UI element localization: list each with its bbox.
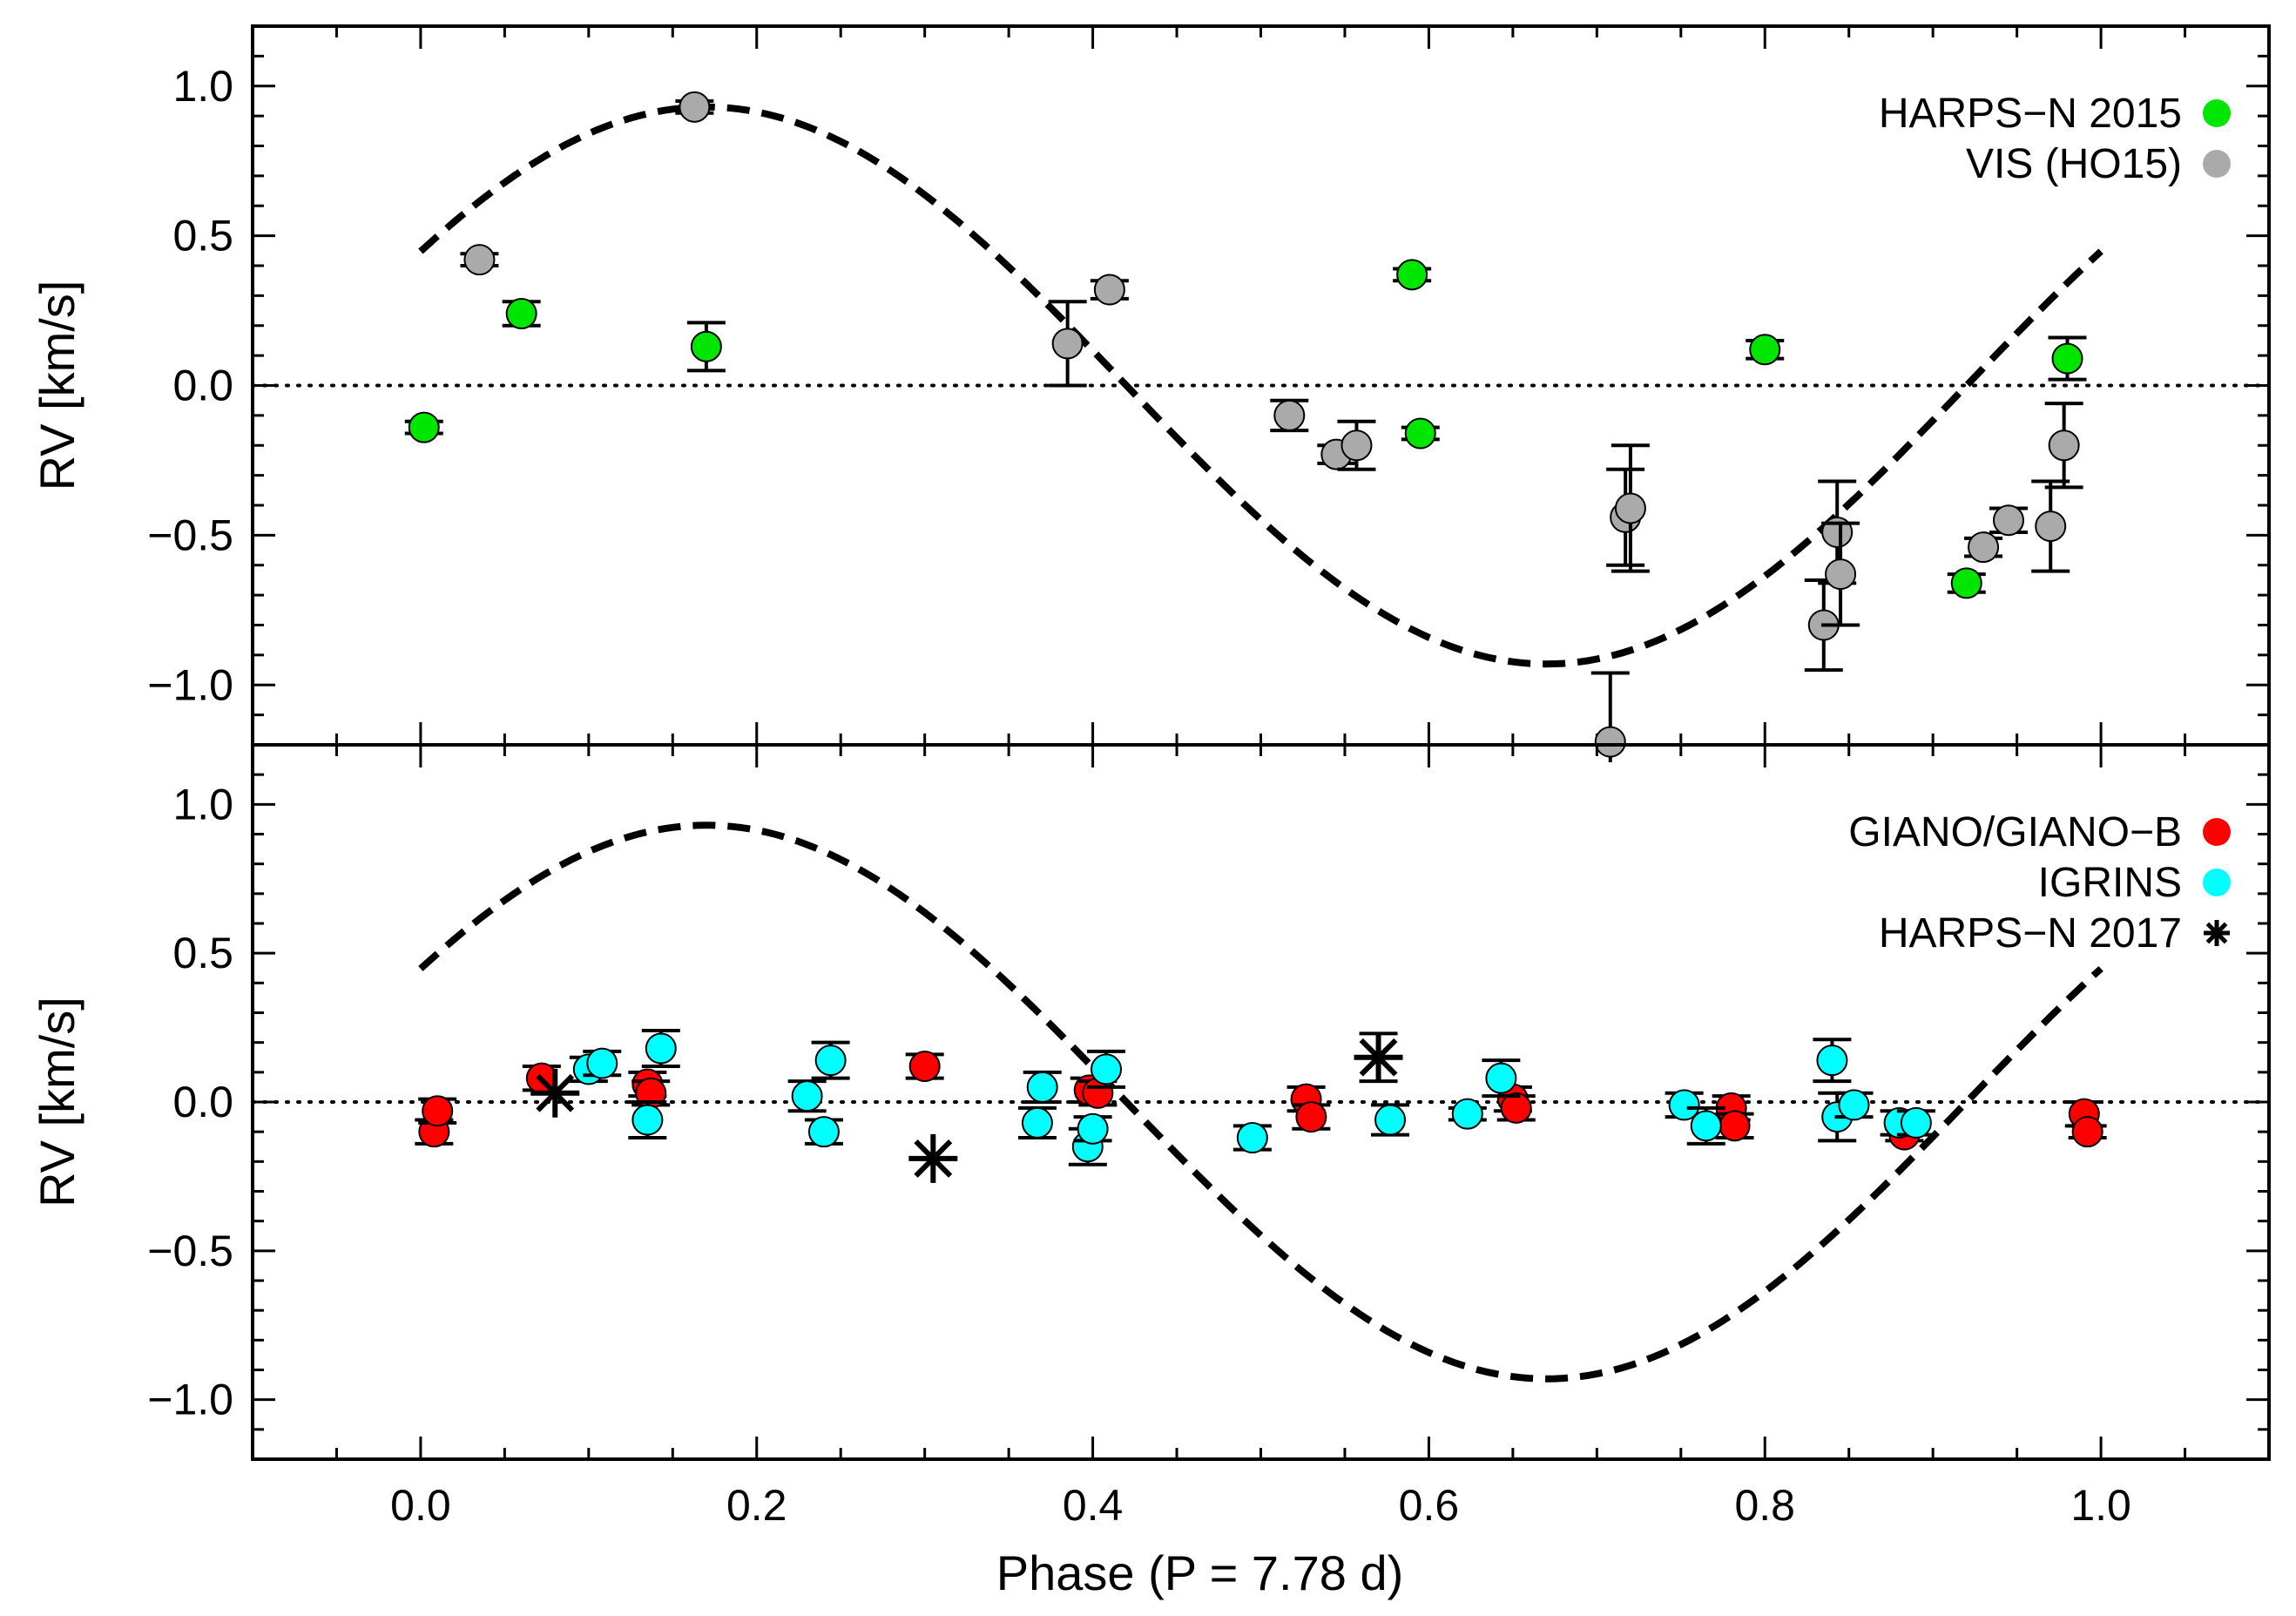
data-point	[2035, 510, 2067, 543]
data-layer	[415, 1029, 2107, 1183]
legend-label: HARPS−N 2017	[1879, 910, 2182, 957]
legend-marker	[2203, 99, 2231, 127]
data-point	[505, 298, 537, 329]
data-point	[908, 1051, 941, 1082]
data-point	[814, 1045, 847, 1077]
legend-marker	[2203, 150, 2231, 178]
model-rv-curve	[418, 822, 2104, 1383]
data-point	[1950, 567, 1982, 599]
data-point	[1273, 399, 1306, 431]
data-point	[586, 1047, 618, 1079]
top-panel: 1.0 0.5 0.0 −0.5 −1.0 RV [km/s] HARPS−N 2015VI…	[30, 24, 2271, 762]
legend-marker	[2203, 818, 2231, 846]
data-point	[1077, 1112, 1109, 1145]
data-point	[1816, 1045, 1848, 1077]
data-point	[1026, 1071, 1058, 1103]
data-point	[1295, 1101, 1327, 1133]
harps-n-2017-point	[908, 1133, 958, 1183]
data-point	[1614, 492, 1646, 524]
data-point	[1690, 1110, 1722, 1142]
data-point	[791, 1080, 823, 1112]
legend-marker	[2203, 869, 2231, 896]
data-point	[463, 244, 496, 276]
y-tick-label: −0.5	[147, 1227, 233, 1275]
legend-label: HARPS−N 2015	[1879, 91, 2182, 137]
bottom-panel: 1.0 0.5 0.0 −0.5 −1.0 0.0 0.2 0.4 0.6 0.8 1.0 Phase…	[30, 743, 2271, 1600]
data-point	[2071, 1116, 2104, 1148]
data-point	[2051, 342, 2083, 375]
data-point	[1749, 334, 1781, 366]
data-point	[1374, 1104, 1407, 1136]
data-point	[1091, 1053, 1123, 1085]
data-point	[1451, 1098, 1483, 1130]
legend-label: GIANO/GIANO−B	[1848, 809, 2182, 855]
asterisk-stroke	[2205, 922, 2228, 944]
x-tick-label: 0.8	[1734, 1481, 1795, 1530]
asterisk-stroke	[536, 1073, 575, 1112]
data-point	[2048, 429, 2080, 462]
data-point	[1838, 1089, 1870, 1121]
data-point	[408, 411, 440, 443]
y-tick-label: −1.0	[147, 1376, 233, 1424]
data-point	[1021, 1106, 1053, 1139]
data-point	[1500, 1092, 1532, 1124]
x-axis-label: Phase (P = 7.78 d)	[996, 1545, 1404, 1600]
y-axis-label: RV [km/s]	[30, 997, 84, 1207]
legend-asterisk-marker	[2204, 920, 2230, 946]
x-tick-label: 0.0	[390, 1481, 451, 1530]
data-point	[1719, 1110, 1751, 1142]
y-tick-label: 1.0	[172, 62, 233, 111]
data-point	[1093, 274, 1125, 306]
x-tick-label: 0.6	[1399, 1481, 1460, 1530]
harps-n-2017-point	[1354, 1032, 1403, 1082]
data-point	[1668, 1089, 1700, 1121]
data-point	[631, 1104, 664, 1136]
harps-n-2017-point	[530, 1068, 580, 1118]
y-tick-label: −1.0	[147, 660, 233, 709]
x-tick-label: 0.2	[726, 1481, 787, 1530]
y-tick-label: 0.0	[172, 362, 233, 410]
legend-label: IGRINS	[2038, 860, 2182, 906]
data-point	[1485, 1062, 1517, 1094]
data-point	[1236, 1122, 1268, 1153]
y-tick-label: 0.5	[172, 212, 233, 260]
y-tick-label: 1.0	[172, 780, 233, 828]
y-tick-label: 0.0	[172, 1078, 233, 1126]
data-point	[1051, 328, 1084, 360]
x-tick-label: 1.0	[2070, 1481, 2131, 1530]
data-point	[679, 91, 711, 123]
data-point	[1992, 504, 2024, 537]
data-point	[1900, 1106, 1932, 1139]
data-point	[1404, 417, 1436, 450]
data-point	[645, 1032, 677, 1065]
data-point	[1825, 558, 1857, 591]
legend-label: VIS (HO15)	[1966, 141, 2182, 187]
x-tick-label: 0.4	[1063, 1481, 1124, 1530]
asterisk-stroke	[1359, 1038, 1398, 1077]
data-point	[1396, 259, 1428, 291]
data-point	[690, 330, 722, 362]
data-point	[1968, 531, 2000, 564]
data-layer	[404, 91, 2087, 762]
y-axis-label: RV [km/s]	[30, 281, 84, 491]
asterisk-stroke	[914, 1139, 953, 1178]
data-point	[807, 1116, 840, 1148]
y-tick-label: 0.5	[172, 929, 233, 977]
data-point	[422, 1095, 454, 1127]
y-tick-label: −0.5	[147, 510, 233, 559]
data-point	[1340, 429, 1373, 462]
data-point	[1594, 726, 1626, 758]
